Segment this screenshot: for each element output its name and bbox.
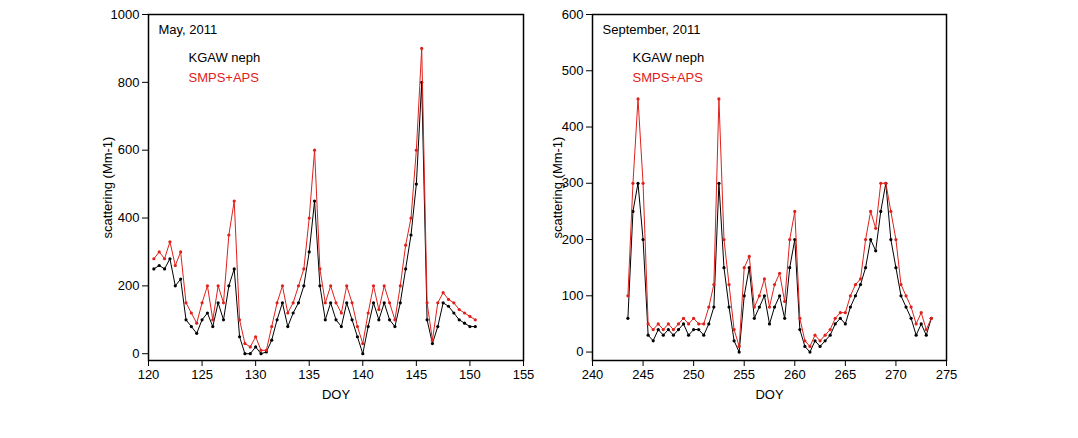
svg-text:200: 200 bbox=[118, 278, 140, 293]
svg-text:KGAW neph: KGAW neph bbox=[189, 50, 261, 65]
svg-text:DOY: DOY bbox=[755, 387, 784, 402]
svg-text:260: 260 bbox=[784, 367, 806, 382]
svg-text:150: 150 bbox=[459, 367, 481, 382]
svg-text:255: 255 bbox=[733, 367, 755, 382]
svg-text:KGAW neph: KGAW neph bbox=[633, 50, 705, 65]
svg-text:400: 400 bbox=[562, 119, 584, 134]
svg-text:270: 270 bbox=[885, 367, 907, 382]
svg-text:600: 600 bbox=[118, 142, 140, 157]
svg-text:1000: 1000 bbox=[111, 7, 140, 22]
svg-text:300: 300 bbox=[562, 175, 584, 190]
svg-text:145: 145 bbox=[406, 367, 428, 382]
svg-text:135: 135 bbox=[298, 367, 320, 382]
svg-text:0: 0 bbox=[576, 344, 583, 359]
svg-text:240: 240 bbox=[582, 367, 604, 382]
svg-text:800: 800 bbox=[118, 75, 140, 90]
svg-text:SMPS+APS: SMPS+APS bbox=[633, 70, 704, 85]
svg-text:265: 265 bbox=[835, 367, 857, 382]
svg-text:130: 130 bbox=[245, 367, 267, 382]
svg-text:SMPS+APS: SMPS+APS bbox=[189, 70, 260, 85]
svg-text:500: 500 bbox=[562, 63, 584, 78]
svg-text:0: 0 bbox=[132, 346, 139, 361]
svg-text:600: 600 bbox=[562, 7, 584, 22]
svg-text:250: 250 bbox=[683, 367, 705, 382]
svg-text:245: 245 bbox=[632, 367, 654, 382]
svg-text:100: 100 bbox=[562, 288, 584, 303]
svg-text:400: 400 bbox=[118, 210, 140, 225]
svg-text:scattering (Mm-1): scattering (Mm-1) bbox=[100, 137, 115, 239]
svg-text:DOY: DOY bbox=[322, 387, 351, 402]
svg-text:275: 275 bbox=[936, 367, 958, 382]
svg-text:May, 2011: May, 2011 bbox=[159, 22, 218, 37]
svg-text:scattering (Mm-1): scattering (Mm-1) bbox=[550, 137, 565, 239]
svg-text:125: 125 bbox=[191, 367, 213, 382]
svg-text:155: 155 bbox=[513, 367, 535, 382]
svg-text:September, 2011: September, 2011 bbox=[603, 22, 701, 37]
svg-text:140: 140 bbox=[352, 367, 374, 382]
svg-text:200: 200 bbox=[562, 232, 584, 247]
svg-text:120: 120 bbox=[138, 367, 160, 382]
